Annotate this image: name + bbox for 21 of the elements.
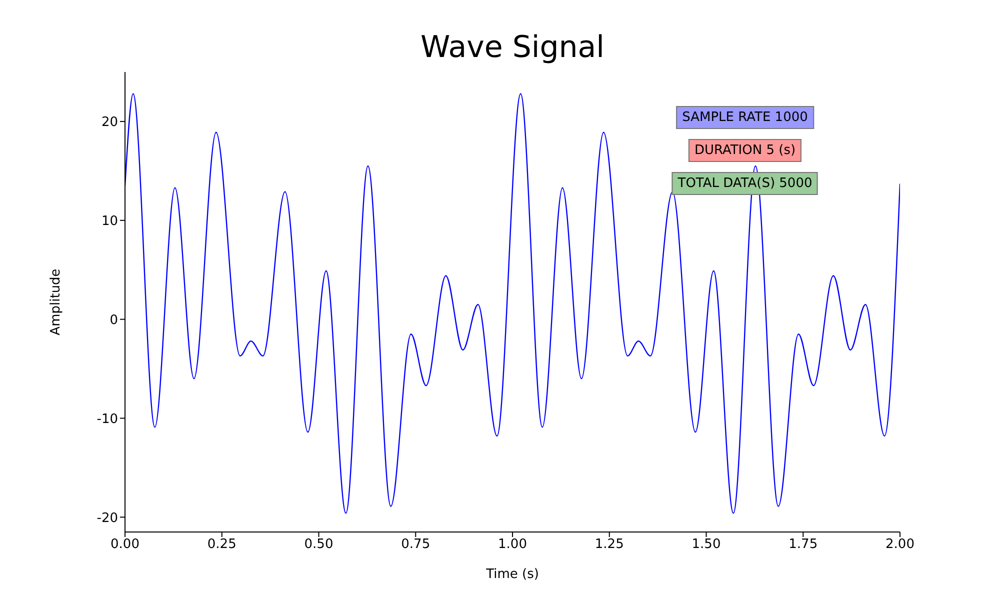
- y-tick-label: 0: [110, 312, 118, 328]
- annotation: TOTAL DATA(S) 5000: [672, 172, 818, 195]
- x-axis-title: Time (s): [485, 567, 539, 582]
- x-tick-label: 0.75: [401, 537, 430, 552]
- x-tick-label: 1.25: [594, 537, 624, 552]
- y-tick-label: 10: [101, 214, 118, 229]
- x-tick-label: 1.00: [498, 537, 527, 552]
- y-tick-label: -10: [96, 412, 118, 427]
- x-tick-label: 1.50: [692, 537, 721, 552]
- x-tick-label: 0.25: [207, 537, 236, 552]
- x-tick-label: 1.75: [788, 537, 818, 552]
- y-tick-label: 20: [101, 115, 118, 130]
- chart-title: Wave Signal: [419, 30, 606, 65]
- line-series: [125, 93, 900, 514]
- annotation: SAMPLE RATE 1000: [676, 106, 814, 129]
- y-tick-label: -20: [96, 510, 118, 526]
- annotation: DURATION 5 (s): [688, 139, 802, 162]
- x-tick-label: 0.50: [304, 537, 334, 552]
- x-tick-label: 2.00: [886, 537, 914, 552]
- y-axis-title: Amplitude: [48, 268, 64, 336]
- x-tick-label: 0.00: [110, 537, 140, 552]
